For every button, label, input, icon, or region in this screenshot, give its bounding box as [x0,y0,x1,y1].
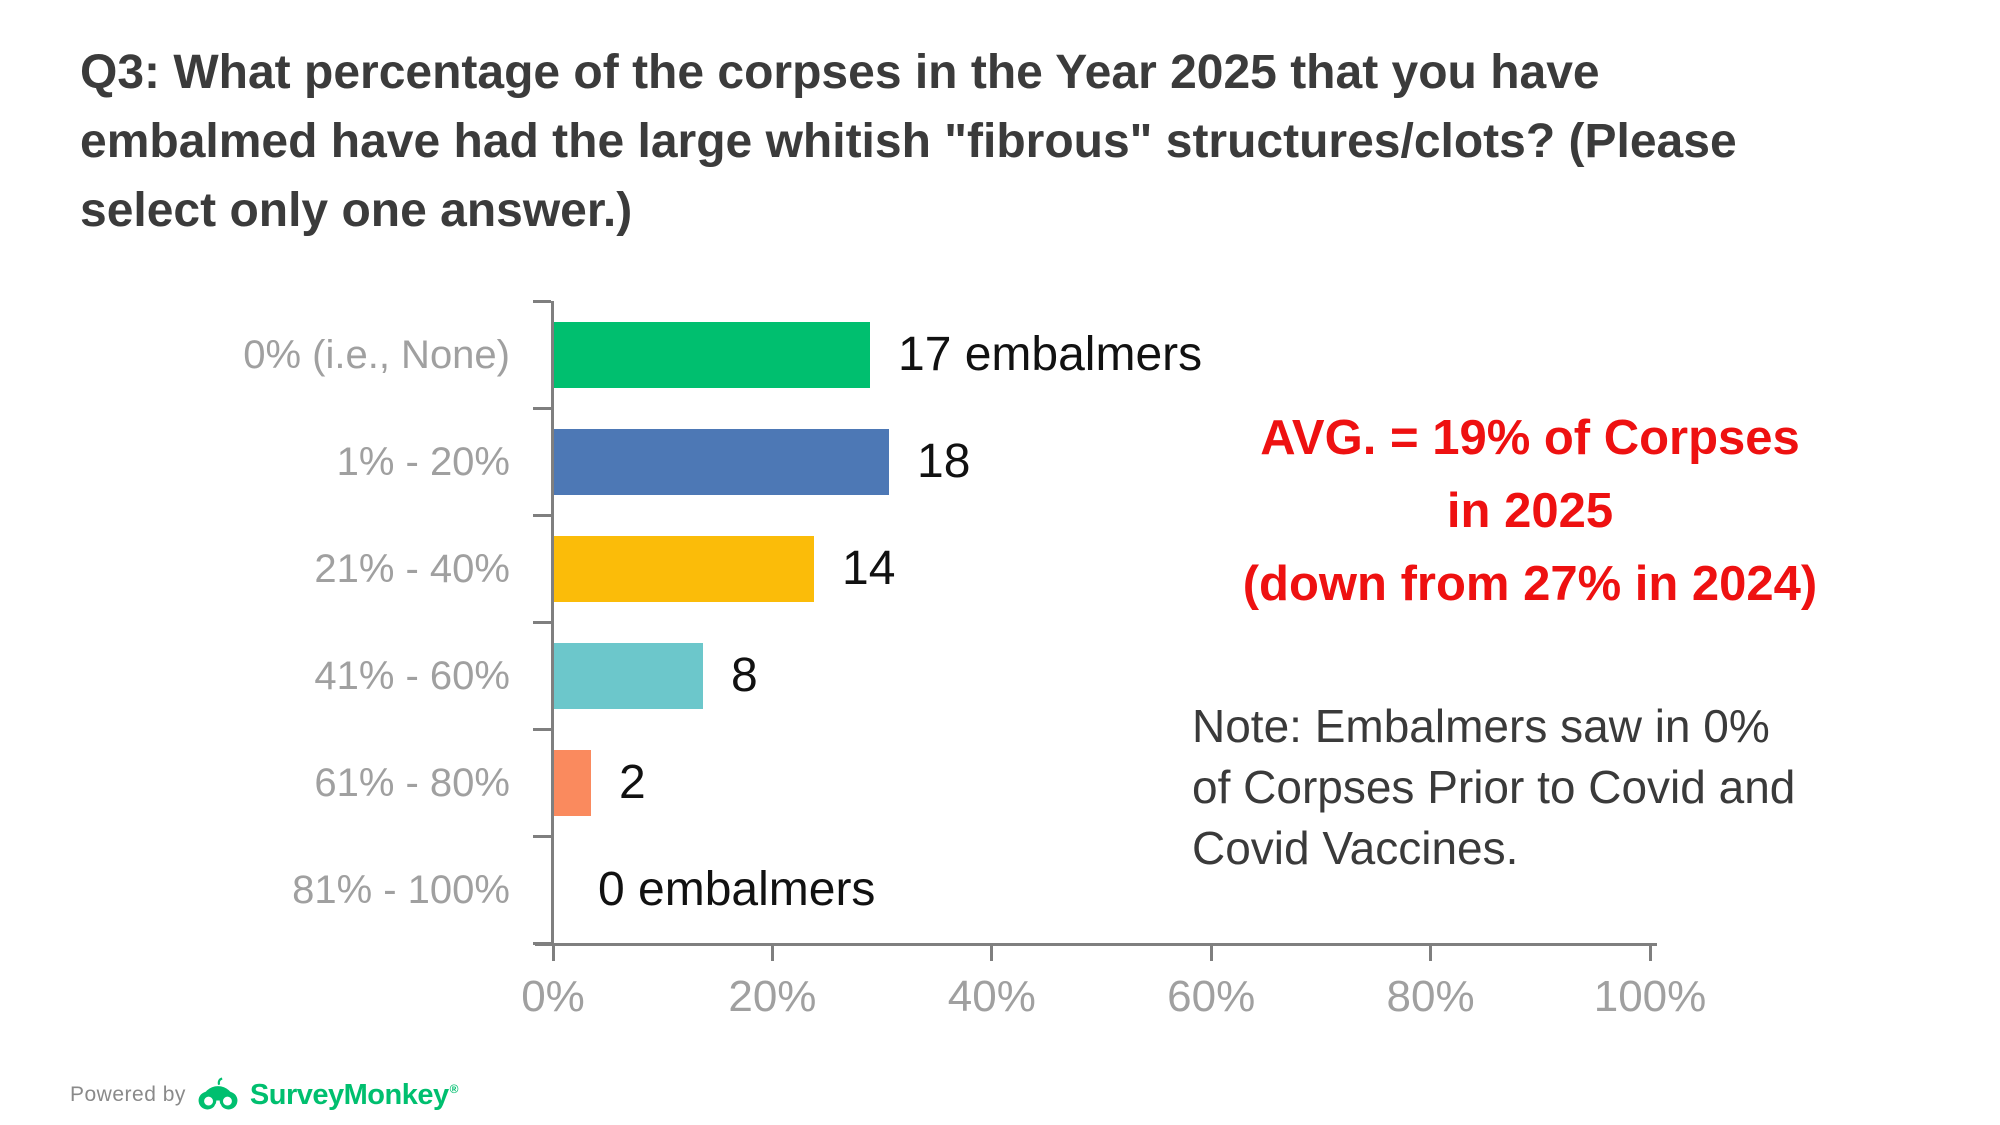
x-axis-tick [1648,946,1652,961]
category-label: 61% - 80% [314,760,510,805]
powered-by-label: Powered by [70,1083,186,1106]
note-annotation-line: Note: Embalmers saw in 0% [1192,700,1770,752]
value-label: 8 [731,648,758,702]
average-annotation: AVG. = 19% of Corpses in 2025 (down from… [1150,402,1910,621]
category-label: 0% (i.e., None) [243,332,510,377]
value-label: 0 embalmers [598,862,876,916]
y-axis-tick [533,514,551,517]
brand-text: SurveyMonkey [249,1078,449,1111]
note-annotation-line: Covid Vaccines. [1192,822,1519,874]
value-label: 2 [619,755,646,809]
bar [554,321,870,388]
bar [554,749,591,816]
question-title-line: embalmed have had the large whitish "fib… [80,115,1737,168]
x-axis-line [535,943,1657,946]
category-label: 1% - 20% [336,439,510,484]
x-axis-tick [770,946,774,961]
x-axis-tick-label: 60% [1167,972,1256,1021]
y-axis-tick [533,300,551,303]
question-title-line: select only one answer.) [80,184,633,237]
value-label: 18 [917,434,971,488]
average-annotation-line: AVG. = 19% of Corpses [1260,411,1800,465]
bar [554,535,814,602]
question-title-line: Q3: What percentage of the corpses in th… [80,46,1600,99]
x-axis-tick [1209,946,1213,961]
y-axis-tick [533,407,551,410]
category-label: 21% - 40% [314,546,510,591]
registered-mark: ® [449,1081,459,1096]
category-label: 81% - 100% [292,867,510,912]
bar [554,428,889,495]
powered-by-footer: Powered by SurveyMonkey® [70,1072,458,1118]
y-axis-tick [533,621,551,624]
question-title: Q3: What percentage of the corpses in th… [80,38,1940,245]
note-annotation: Note: Embalmers saw in 0% of Corpses Pri… [1192,696,1932,879]
y-axis-line [551,301,554,946]
y-axis-tick [533,942,551,945]
average-annotation-line: in 2025 [1446,484,1614,538]
x-axis-tick-label: 0% [521,972,585,1021]
x-axis-tick [551,946,555,961]
note-annotation-line: of Corpses Prior to Covid and [1192,761,1796,813]
value-label: 14 [842,541,896,595]
surveymonkey-logo-icon [198,1076,238,1114]
x-axis-tick [1429,946,1433,961]
y-axis-tick [533,835,551,838]
surveymonkey-brand-label: SurveyMonkey® [249,1078,459,1112]
x-axis-tick-label: 80% [1386,972,1475,1021]
x-axis-tick-label: 40% [947,972,1036,1021]
bar [554,642,703,709]
average-annotation-line: (down from 27% in 2024) [1242,557,1818,611]
value-label: 17 embalmers [898,327,1203,381]
y-axis-tick [533,728,551,731]
x-axis-tick-label: 100% [1593,972,1707,1021]
x-axis-tick-label: 20% [728,972,817,1021]
x-axis-tick [990,946,994,961]
category-label: 41% - 60% [314,653,510,698]
